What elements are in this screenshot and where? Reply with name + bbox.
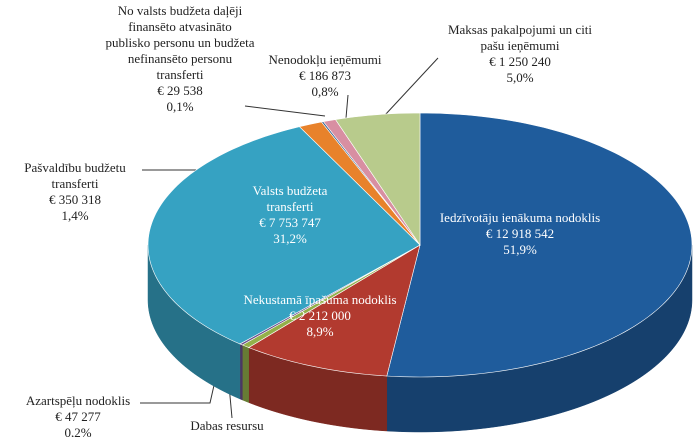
- slice-side: [239, 343, 243, 401]
- category-name: No valsts budžeta daļēji finansēto atvas…: [105, 3, 255, 82]
- share-label: 5,0%: [506, 70, 534, 85]
- slice-label: Valsts budžeta transferti € 7 753 747 31,2…: [235, 183, 345, 247]
- value-label: € 1 250 240: [489, 54, 551, 69]
- slice-label: Maksas pakalpojumi un citi pašu ieņēmumi…: [438, 22, 603, 86]
- category-name: Azartspēļu nodoklis: [25, 393, 131, 408]
- slice: [248, 244, 421, 377]
- value-label: € 350 318: [49, 192, 101, 207]
- share-label: 1,4%: [61, 208, 89, 223]
- leader-line: [244, 105, 326, 117]
- leader-line: [384, 57, 439, 116]
- value-label: € 29 538: [157, 83, 203, 98]
- category-name: Iedzīvotāju ienākuma nodoklis: [439, 210, 601, 225]
- slice-label: Iedzīvotāju ienākuma nodoklis € 12 918 54…: [430, 210, 610, 258]
- category-name: Nekustamā īpašuma nodoklis: [243, 292, 397, 307]
- slice-side: [242, 344, 249, 403]
- slice-label: Nekustamā īpašuma nodoklis € 2 212 000 8,9…: [235, 292, 405, 340]
- slice-label: Dabas resursu: [167, 418, 287, 434]
- slice-label: No valsts budžeta daļēji finansēto atvas…: [105, 3, 255, 115]
- value-label: € 2 212 000: [289, 308, 351, 323]
- slice-label: Azartspēļu nodoklis € 47 277 0,2%: [3, 393, 153, 437]
- slice: [147, 126, 421, 345]
- slice-label: Nenodokļu ieņēmumi € 186 873 0,8%: [255, 52, 395, 100]
- share-label: 8,9%: [306, 324, 334, 339]
- share-label: 0,1%: [166, 99, 194, 114]
- category-name: Pašvaldību budžetu transferti: [24, 160, 126, 191]
- value-label: € 47 277: [55, 409, 101, 424]
- slice-label: Pašvaldību budžetu transferti € 350 318 1,…: [0, 160, 150, 224]
- share-label: 31,2%: [273, 231, 307, 246]
- leader-line: [345, 94, 349, 119]
- value-label: € 12 918 542: [485, 226, 555, 241]
- share-label: 0,8%: [311, 84, 339, 99]
- category-name: Valsts budžeta transferti: [252, 183, 328, 214]
- slice: [334, 112, 421, 246]
- category-name: Maksas pakalpojumi un citi pašu ieņēmumi: [447, 22, 593, 53]
- share-label: 0,2%: [64, 425, 92, 437]
- slice-sides: [147, 244, 693, 433]
- slice-tops: [147, 112, 693, 378]
- category-name: Nenodokļu ieņēmumi: [268, 52, 382, 67]
- slice: [386, 112, 693, 378]
- share-label: 51,9%: [503, 242, 537, 257]
- value-label: € 186 873: [299, 68, 351, 83]
- value-label: € 7 753 747: [259, 215, 321, 230]
- category-name: Dabas resursu: [190, 418, 264, 433]
